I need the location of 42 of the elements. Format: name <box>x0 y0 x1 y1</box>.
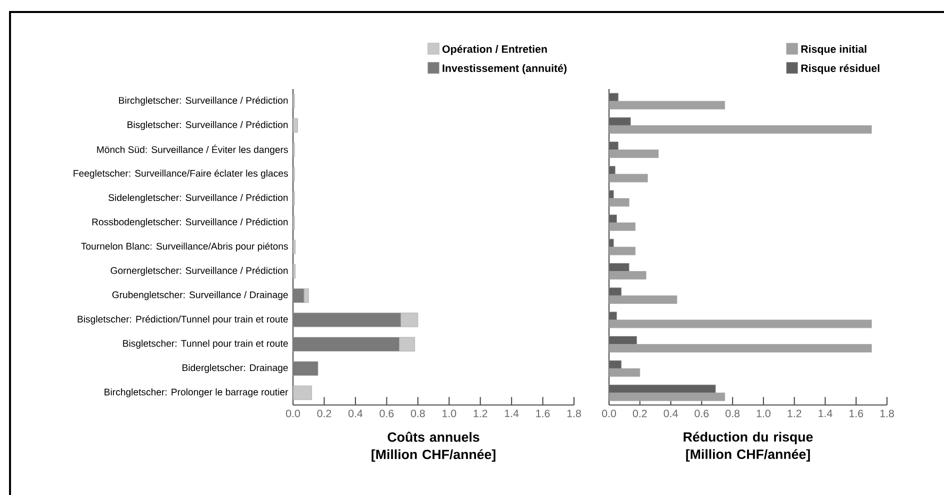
y-tick-label: Sidelengletscher: Surveillance / Prédiction <box>108 194 288 203</box>
y-tick-label: Bisgletscher: Tunnel pour train et route <box>123 340 288 349</box>
y-tick-label: Birchgletscher: Surveillance / Prédiction <box>119 96 288 106</box>
x-tick-label: 0.0 <box>602 410 616 418</box>
y-tick-label: Bisgletscher: Prédiction/Tunnel pour train et route <box>78 315 288 324</box>
x-tick-label: 1.0 <box>756 410 770 418</box>
y-tick-label: Grubengletscher: Surveillance / Drainage <box>112 291 288 300</box>
bar <box>293 361 318 376</box>
legend-label: Opération / Entretien <box>442 44 547 55</box>
x-tick-label: 0.2 <box>317 410 332 418</box>
y-tick-label: Bisgletscher: Surveillance / Prédiction <box>128 120 288 130</box>
x-tick-label: 0.4 <box>664 410 678 418</box>
x-tick-label: 1.2 <box>474 410 488 418</box>
x-tick-label: 0.8 <box>410 410 425 418</box>
y-tick-label: Mönch Süd: Surveillance / Éviter les dangers <box>97 144 288 155</box>
x-tick-label: 1.4 <box>504 410 519 418</box>
legend-label: Risque résiduel <box>801 64 880 74</box>
legend-label: Investissement (annuité) <box>442 64 567 74</box>
x-tick-label: 1.4 <box>818 410 832 418</box>
x-tick-label: 1.6 <box>536 410 550 418</box>
x-tick-label: 1.8 <box>567 410 581 418</box>
x-tick-label: 0.2 <box>632 410 647 418</box>
y-tick-label: Rossbodengletscher: Surveillance / Prédiction <box>92 218 288 228</box>
x-tick-label: 0.0 <box>286 410 300 418</box>
x-tick-label: 0.8 <box>726 410 740 418</box>
x-axis-title: Coûts annuels [Million CHF/année] <box>372 432 496 462</box>
legend-label: Risque initial <box>801 45 866 55</box>
x-tick-label: 0.6 <box>694 410 709 418</box>
y-tick-label: Gornergletscher: Surveillance / Prédiction <box>110 266 288 276</box>
bar <box>293 386 312 400</box>
bar <box>293 118 298 133</box>
x-tick-label: 1.8 <box>880 410 894 418</box>
x-tick-label: 1.0 <box>442 410 456 418</box>
x-tick-label: 1.2 <box>788 410 802 418</box>
x-axis-title: Réduction du risque [Million CHF/année] <box>684 432 813 462</box>
x-tick-label: 1.6 <box>850 410 864 418</box>
y-tick-label: Birchgletscher: Prolonger le barrage routier <box>104 388 288 398</box>
y-tick-label: Bidergletscher: Drainage <box>182 364 288 373</box>
x-tick-label: 0.4 <box>348 410 363 418</box>
x-tick-label: 0.6 <box>380 410 394 418</box>
y-tick-label: Feegletscher: Surveillance/Faire éclater les glaces <box>74 170 288 179</box>
y-tick-label: Tournelon Blanc: Surveillance/Abris pour piétons <box>81 242 288 252</box>
